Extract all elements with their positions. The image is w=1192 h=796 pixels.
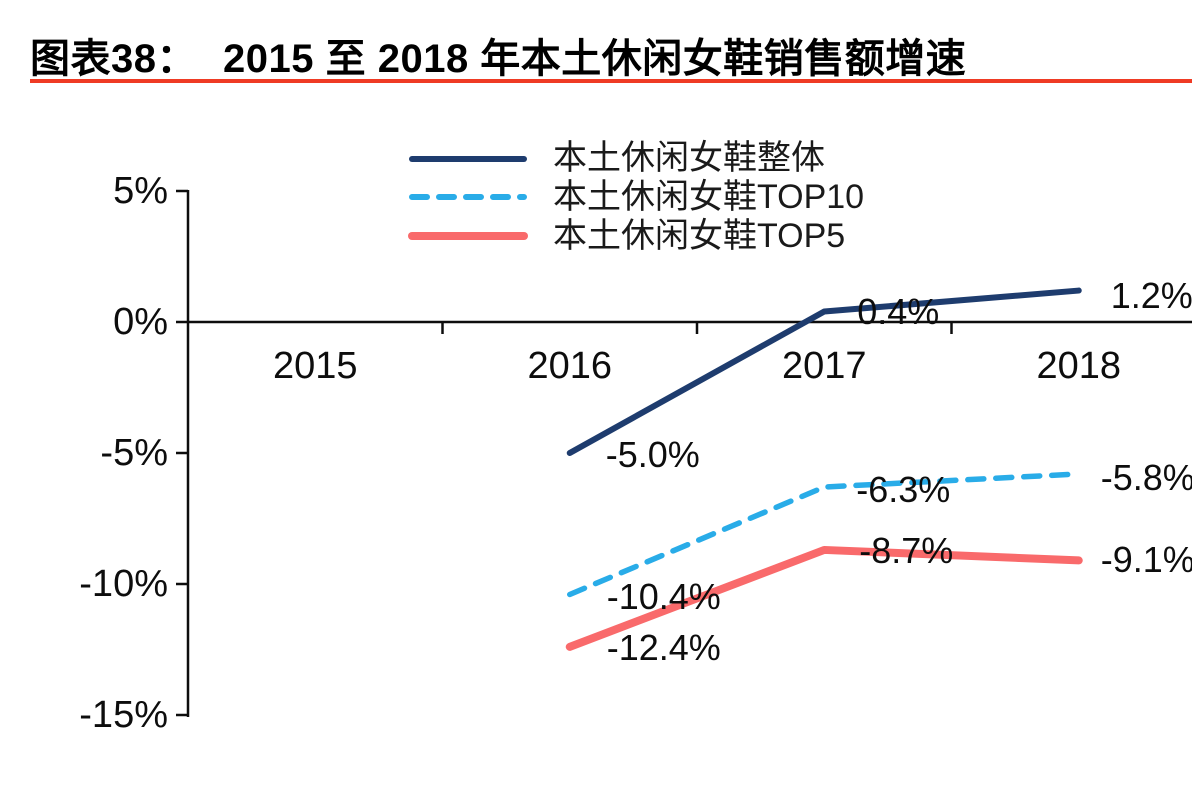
data-point-label: 1.2% <box>1110 274 1192 316</box>
figure-number-label: 图表38： <box>30 37 197 81</box>
x-axis-category-label: 2015 <box>272 345 358 387</box>
legend-label-0: 本土休闲女鞋整体 <box>553 139 825 177</box>
y-axis-tick-label: -10% <box>79 563 168 605</box>
data-point-label: -8.7% <box>859 529 954 571</box>
legend-item-2: 本土休闲女鞋TOP5 <box>408 217 845 256</box>
data-point-label: -6.3% <box>856 469 951 511</box>
legend-line-swatch-2 <box>408 232 528 241</box>
x-axis-category-label: 2017 <box>781 345 867 387</box>
legend-line-swatch-1 <box>409 194 527 201</box>
x-axis-category-label: 2018 <box>1036 345 1122 387</box>
chart-header: 图表38： 2015 至 2018 年本土休闲女鞋销售额增速 <box>30 26 1192 84</box>
y-axis-tick-label: -5% <box>100 432 168 474</box>
data-point-label: 0.4% <box>857 290 940 332</box>
y-axis-tick-label: -15% <box>79 694 168 736</box>
series-line-2 <box>565 545 1083 651</box>
data-point-label: -9.1% <box>1100 539 1192 581</box>
chart-title: 图表38： 2015 至 2018 年本土休闲女鞋销售额增速 <box>30 26 1192 84</box>
chart-title-text: 2015 至 2018 年本土休闲女鞋销售额增速 <box>223 37 967 81</box>
series-line-1 <box>567 471 1082 598</box>
legend-item-0: 本土休闲女鞋整体 <box>408 139 825 178</box>
y-axis-tick-label: 0% <box>113 301 168 343</box>
data-point-label: -10.4% <box>606 576 721 618</box>
y-axis-tick-label: 5% <box>113 170 168 212</box>
x-axis-category-label: 2016 <box>527 345 613 387</box>
legend-label-2: 本土休闲女鞋TOP5 <box>553 216 846 255</box>
title-underline-rule <box>30 79 1192 83</box>
data-point-label: -12.4% <box>606 626 721 668</box>
legend-line-swatch-0 <box>409 155 527 162</box>
series-line-0 <box>566 287 1082 456</box>
data-point-label: -5.0% <box>605 434 700 475</box>
data-point-label: -5.8% <box>1100 456 1192 498</box>
legend-label-1: 本土休闲女鞋TOP10 <box>553 177 865 216</box>
legend-item-1: 本土休闲女鞋TOP10 <box>408 178 864 217</box>
